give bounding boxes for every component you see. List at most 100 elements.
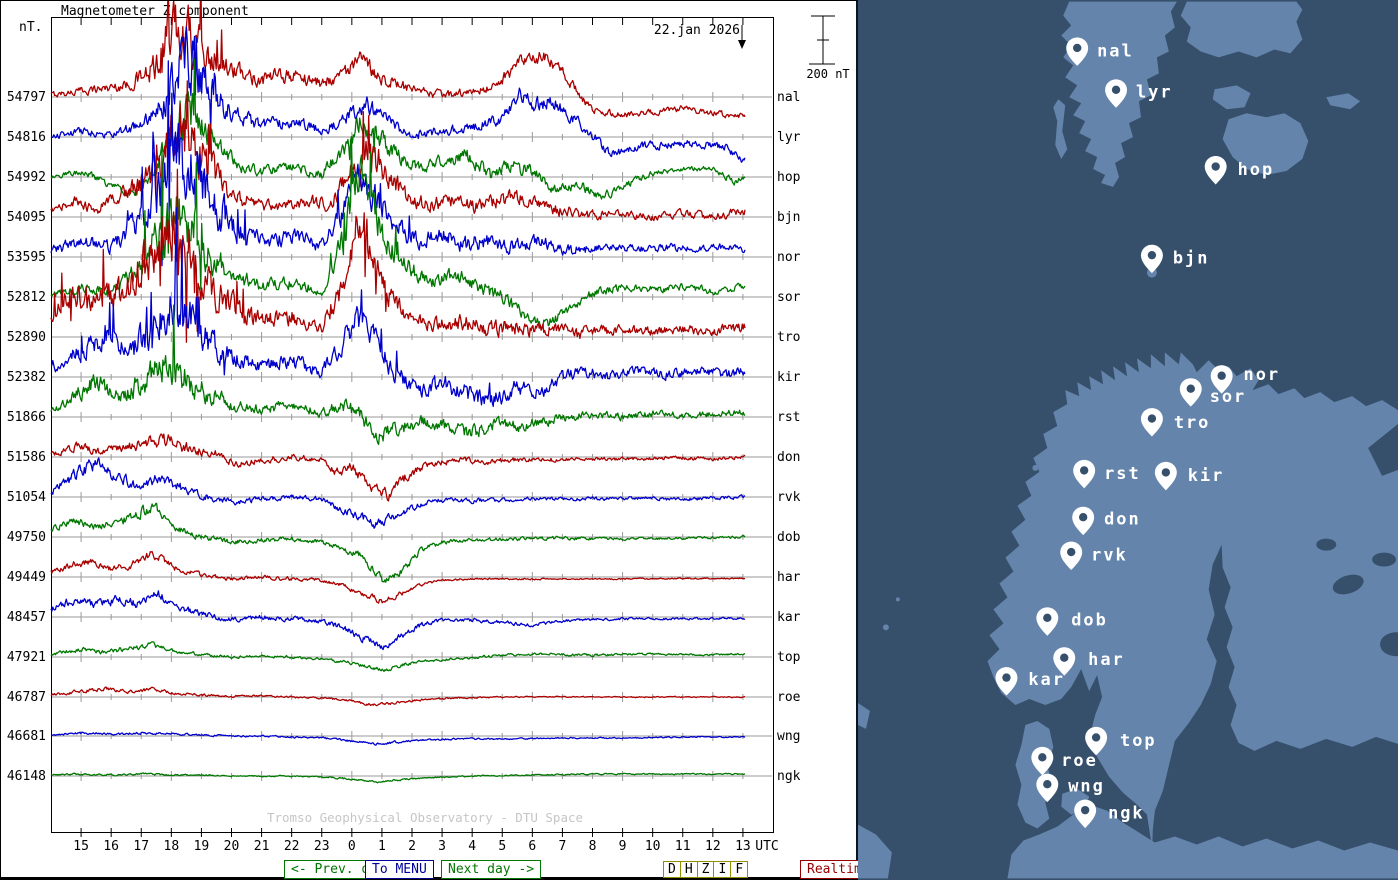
baseline-value-tro: 52890	[7, 330, 46, 345]
baseline-value-bjn: 54095	[7, 210, 46, 225]
component-option-h[interactable]: H	[679, 862, 697, 877]
date-label: 22.jan 2026	[654, 23, 740, 38]
baseline-value-dob: 49750	[7, 530, 46, 545]
baseline-value-rvk: 51054	[7, 490, 46, 505]
station-label-roe: roe	[777, 690, 801, 705]
map-pin-rst[interactable]: rst	[1073, 459, 1141, 489]
map-pin-har[interactable]: har	[1053, 647, 1124, 676]
y-axis-unit: nT.	[19, 20, 42, 35]
baseline-value-roe: 46787	[7, 690, 46, 705]
map-pin-kar[interactable]: kar	[995, 667, 1065, 696]
station-label-top: top	[777, 650, 801, 665]
map-pin-ngk[interactable]: ngk	[1074, 799, 1145, 829]
station-label-tro: tro	[777, 330, 800, 345]
component-option-f[interactable]: F	[730, 862, 747, 877]
map-pin-bjn[interactable]: bjn	[1140, 244, 1209, 274]
map-pin-label-ngk: ngk	[1108, 803, 1145, 823]
station-label-dob: dob	[777, 530, 801, 545]
map-pin-label-rst: rst	[1104, 463, 1141, 483]
map-pin-label-kar: kar	[1028, 669, 1065, 689]
map-pin-label-sor: sor	[1210, 386, 1247, 406]
component-option-d[interactable]: D	[668, 862, 676, 877]
x-tick-label: 3	[438, 839, 446, 854]
lake-ladoga	[1380, 632, 1400, 657]
map-pin-hop[interactable]: hop	[1204, 156, 1274, 185]
trace-tro	[50, 168, 746, 343]
next-day-button[interactable]: Next day ->	[441, 860, 542, 879]
station-label-rst: rst	[777, 410, 800, 425]
trace-don	[50, 433, 746, 502]
land-prins-karls	[1053, 99, 1068, 160]
map-pin-kir[interactable]: kir	[1154, 461, 1225, 491]
station-label-bjn: bjn	[777, 210, 800, 225]
x-tick-label: 15	[73, 839, 89, 854]
map-landmass	[858, 1, 1400, 879]
land-kvitoya	[1326, 93, 1361, 110]
map-pin-label-lyr: lyr	[1136, 81, 1173, 101]
map-pin-label-wng: wng	[1068, 776, 1105, 796]
station-label-wng: wng	[777, 729, 800, 744]
map-pin-label-roe: roe	[1061, 750, 1098, 770]
x-tick-label: 18	[164, 839, 180, 854]
map-pin-label-kir: kir	[1188, 465, 1225, 485]
baseline-value-top: 47921	[7, 650, 46, 665]
traces	[50, 0, 746, 784]
land-lofoten	[1041, 434, 1074, 464]
station-label-har: har	[777, 570, 801, 585]
land-barentsoya	[1212, 85, 1251, 110]
x-tick-label: 10	[645, 839, 661, 854]
map-pin-don[interactable]: don	[1072, 506, 1141, 536]
sea-baltic	[1150, 544, 1398, 879]
x-tick-label: 21	[254, 839, 270, 854]
map-pin-wng[interactable]: wng	[1036, 773, 1105, 803]
map-pin-label-rvk: rvk	[1091, 545, 1128, 565]
station-label-ngk: ngk	[777, 769, 801, 784]
component-option-i[interactable]: I	[713, 862, 730, 877]
component-option-z[interactable]: Z	[696, 862, 714, 877]
magnetogram-plot: Magnetometer Z component nT. 22.jan 2026…	[7, 0, 850, 854]
trace-rvk	[50, 457, 746, 529]
scale-bar-label: 200 nT	[806, 67, 849, 81]
map-pin-label-don: don	[1104, 509, 1141, 529]
trace-bjn	[50, 80, 746, 222]
x-axis-unit: UTC	[755, 839, 778, 854]
map-pin-nal[interactable]: nal	[1066, 37, 1133, 66]
baseline-value-nal: 54797	[7, 90, 46, 105]
baseline-value-har: 49449	[7, 570, 46, 585]
baseline-value-don: 51586	[7, 450, 46, 465]
map-pin-label-top: top	[1120, 730, 1157, 750]
prev-day-button[interactable]: <- Prev. day	[284, 860, 392, 879]
map-pin-sor[interactable]: sor	[1179, 378, 1247, 407]
map-pin-nor[interactable]: nor	[1210, 364, 1280, 394]
trace-rst	[50, 304, 746, 446]
station-label-kar: kar	[777, 610, 801, 625]
x-tick-label: 22	[284, 839, 300, 854]
baseline-value-ngk: 46148	[7, 769, 46, 784]
land-britain-south	[858, 824, 892, 879]
x-tick-label: 1	[378, 839, 386, 854]
x-tick-label: 6	[528, 839, 536, 854]
axes	[51, 17, 774, 837]
map-pin-top[interactable]: top	[1085, 726, 1157, 756]
trace-wng	[50, 731, 746, 746]
map-pin-dob[interactable]: dob	[1036, 607, 1107, 636]
baseline-value-wng: 46681	[7, 729, 46, 744]
map-pin-lyr[interactable]: lyr	[1105, 79, 1173, 108]
map-pin-rvk[interactable]: rvk	[1060, 541, 1128, 571]
sea-white-sea	[1368, 424, 1398, 476]
plot-title: Magnetometer Z component	[61, 4, 249, 19]
realtime-button[interactable]: Realtime	[800, 860, 877, 879]
map-pin-tro[interactable]: tro	[1140, 408, 1210, 437]
to-menu-button[interactable]: To MENU	[365, 860, 434, 879]
lake	[1332, 574, 1364, 595]
x-tick-label: 17	[133, 839, 149, 854]
trace-nal	[50, 0, 746, 119]
x-tick-label: 9	[619, 839, 627, 854]
x-tick-label: 13	[735, 839, 751, 854]
trace-dob	[50, 502, 746, 583]
current-time-arrow-icon	[738, 25, 746, 49]
map-pin-roe[interactable]: roe	[1031, 746, 1098, 776]
